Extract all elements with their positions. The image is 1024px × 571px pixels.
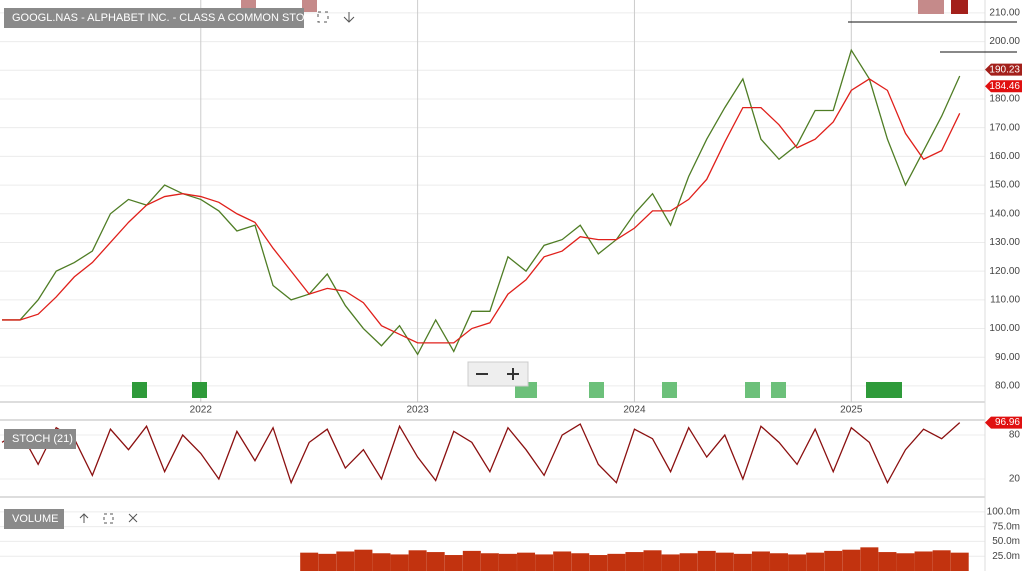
y-tick-label: 50.0m bbox=[992, 536, 1020, 547]
price-tag bbox=[985, 80, 1022, 93]
bar bbox=[408, 550, 427, 571]
marker[interactable] bbox=[745, 382, 760, 398]
y-tick-label: 80.00 bbox=[995, 381, 1020, 392]
marks bbox=[1, 48, 969, 571]
bar bbox=[318, 553, 337, 571]
grid bbox=[0, 0, 985, 557]
line bbox=[2, 48, 961, 356]
bar bbox=[806, 552, 825, 571]
bar bbox=[571, 553, 590, 571]
bar bbox=[697, 550, 716, 571]
marker[interactable] bbox=[589, 382, 604, 398]
bar bbox=[896, 553, 915, 571]
y-tick-label: 170.00 bbox=[989, 122, 1020, 133]
price-tag-label: 184.46 bbox=[989, 81, 1020, 92]
bar bbox=[932, 550, 951, 571]
bar bbox=[842, 549, 861, 571]
marker[interactable] bbox=[132, 382, 147, 398]
y-tick-label: 75.0m bbox=[992, 521, 1020, 532]
line bbox=[1, 422, 961, 485]
bar bbox=[354, 549, 373, 571]
y-tick-label: 80 bbox=[1009, 430, 1021, 441]
x-tick-label: 2025 bbox=[840, 405, 863, 416]
bar bbox=[498, 553, 517, 571]
bar bbox=[589, 555, 608, 571]
bar bbox=[860, 547, 879, 571]
bar bbox=[643, 550, 662, 571]
price-tag-label: 96.96 bbox=[995, 417, 1020, 428]
chart-title: GOOGL.NAS - ALPHABET INC. - CLASS A COMM… bbox=[12, 12, 320, 24]
y-tick-label: 110.00 bbox=[990, 294, 1020, 305]
bar bbox=[480, 553, 499, 571]
bar bbox=[390, 554, 409, 571]
x-tick-label: 2022 bbox=[190, 405, 213, 416]
y-tick-label: 120.00 bbox=[989, 266, 1020, 277]
y-tick-label: 160.00 bbox=[989, 151, 1020, 162]
bar bbox=[950, 552, 969, 571]
y-tick-label: 90.00 bbox=[995, 352, 1020, 363]
line bbox=[2, 78, 961, 344]
bar bbox=[914, 551, 933, 571]
down-button[interactable] bbox=[343, 12, 355, 23]
close-button[interactable] bbox=[128, 513, 138, 523]
bar bbox=[607, 553, 626, 571]
bar bbox=[733, 553, 752, 571]
y-tick-label: 200.00 bbox=[989, 36, 1020, 47]
bar bbox=[788, 554, 807, 571]
bar bbox=[824, 550, 843, 571]
bar bbox=[426, 552, 445, 571]
volume-header: VOLUME bbox=[4, 509, 138, 529]
bar bbox=[715, 552, 734, 571]
bar bbox=[553, 551, 572, 571]
y-tick-label: 210.00 bbox=[989, 8, 1020, 19]
y-tick-label: 150.00 bbox=[989, 180, 1020, 191]
price-tag bbox=[985, 63, 1022, 76]
bar bbox=[444, 555, 463, 571]
y-tick-label: 100.0m bbox=[987, 506, 1020, 517]
price-tag-label: 190.23 bbox=[989, 64, 1020, 75]
zoom-controls bbox=[467, 361, 529, 387]
bar bbox=[661, 554, 680, 571]
bar bbox=[517, 552, 536, 571]
price-tag bbox=[985, 416, 1022, 429]
up-button[interactable] bbox=[79, 513, 89, 523]
header-box bbox=[4, 429, 76, 449]
bar bbox=[462, 550, 481, 571]
panel-title: VOLUME bbox=[12, 513, 58, 525]
y-tick-label: 100.00 bbox=[989, 323, 1020, 334]
y-tick-label: 180.00 bbox=[989, 94, 1020, 105]
zoom-in[interactable] bbox=[507, 368, 519, 380]
bar bbox=[372, 553, 391, 571]
x-tick-label: 2024 bbox=[623, 405, 646, 416]
y-tick-label: 20 bbox=[1009, 474, 1021, 485]
marker[interactable] bbox=[662, 382, 677, 398]
bar bbox=[336, 551, 355, 571]
bar bbox=[535, 554, 554, 571]
x-tick-label: 2023 bbox=[406, 405, 429, 416]
panel-title: STOCH (21) bbox=[12, 433, 73, 445]
stoch-header: STOCH (21) bbox=[4, 429, 76, 449]
bar bbox=[625, 552, 644, 571]
marker[interactable] bbox=[192, 382, 207, 398]
bar bbox=[679, 553, 698, 571]
marker[interactable] bbox=[866, 382, 902, 398]
marker[interactable] bbox=[771, 382, 786, 398]
header-box bbox=[4, 509, 64, 529]
fullscreen-button[interactable] bbox=[103, 513, 114, 524]
marker[interactable] bbox=[951, 0, 968, 14]
y-tick-label: 140.00 bbox=[989, 208, 1020, 219]
header-box bbox=[4, 8, 304, 28]
price-header: GOOGL.NAS - ALPHABET INC. - CLASS A COMM… bbox=[4, 8, 355, 28]
bar bbox=[770, 553, 789, 571]
marker[interactable] bbox=[302, 0, 317, 12]
y-tick-label: 130.00 bbox=[989, 237, 1020, 248]
bar bbox=[751, 551, 770, 571]
bar bbox=[878, 552, 897, 571]
fullscreen-button[interactable] bbox=[317, 11, 329, 23]
bar bbox=[300, 552, 319, 571]
y-tick-label: 25.0m bbox=[992, 551, 1020, 562]
marker[interactable] bbox=[918, 0, 944, 14]
